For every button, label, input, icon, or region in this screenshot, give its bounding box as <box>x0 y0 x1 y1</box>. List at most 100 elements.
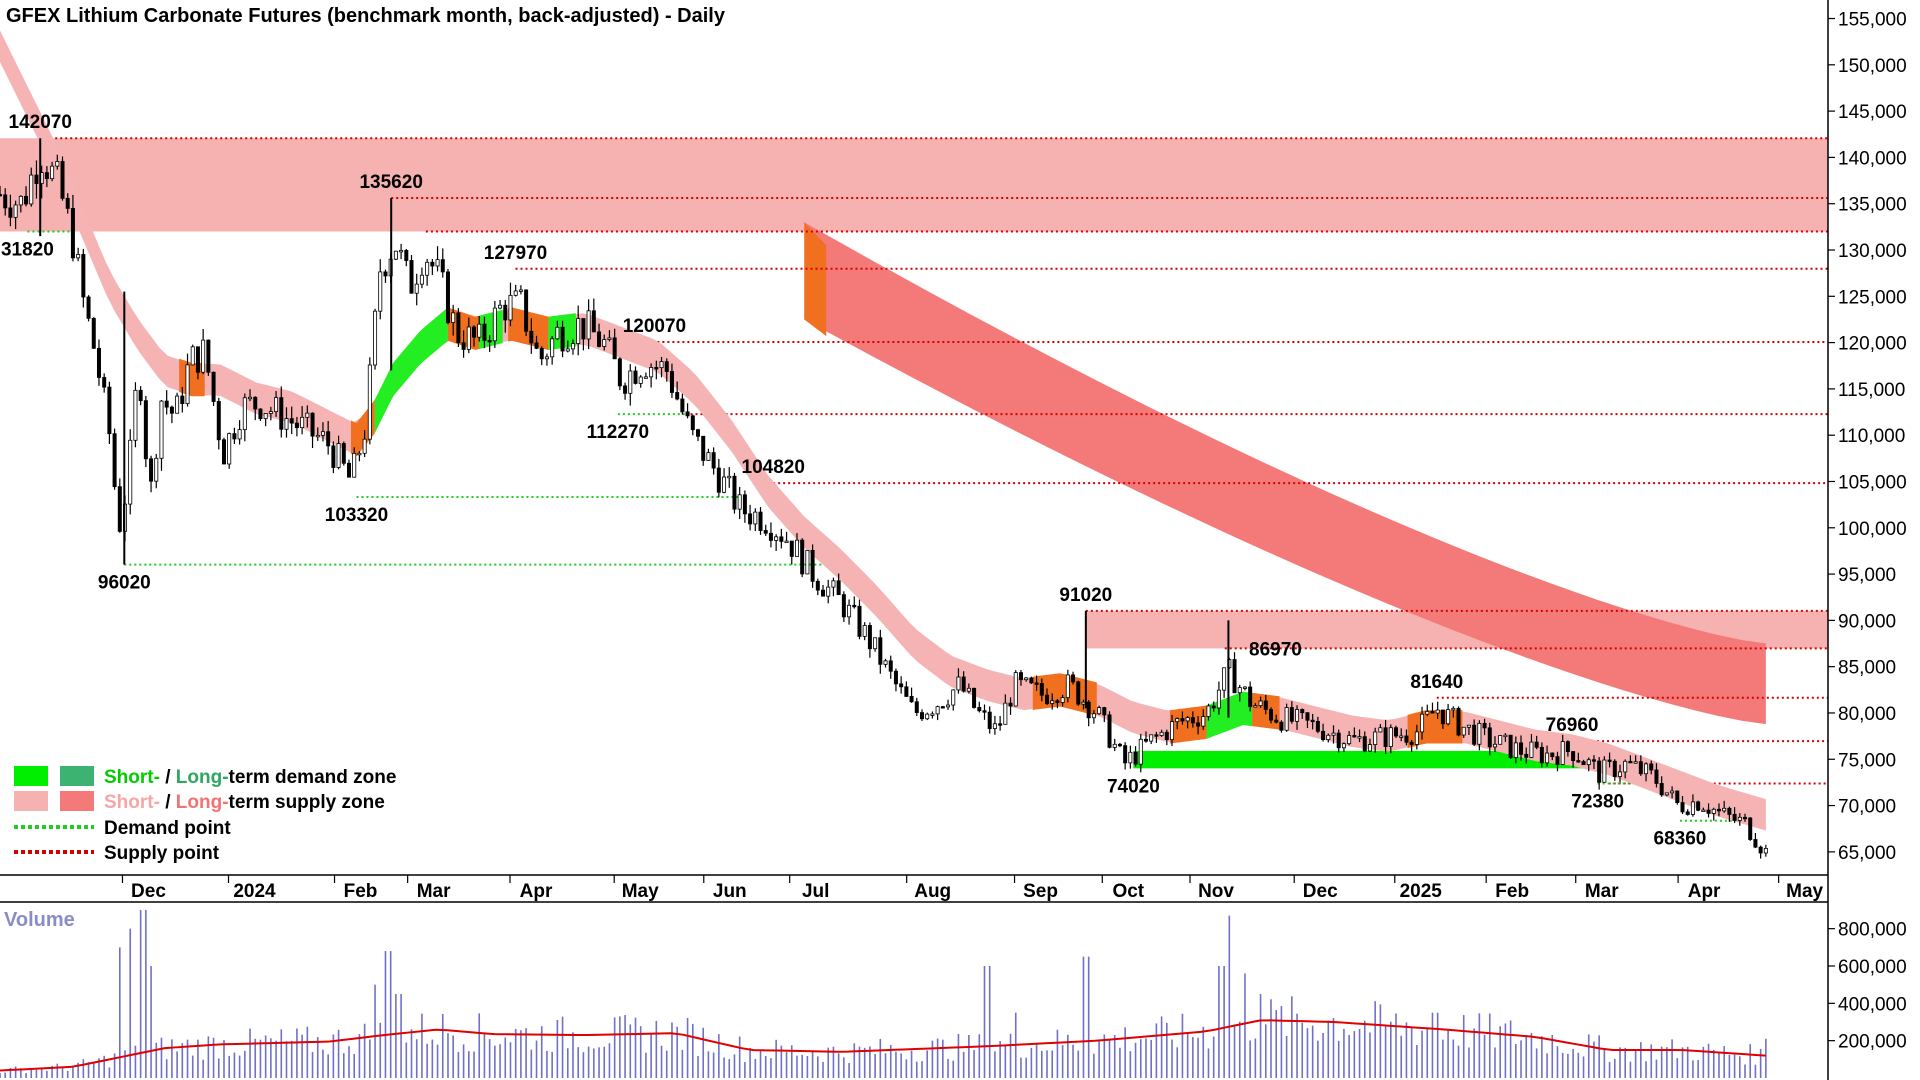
candle-body <box>1190 717 1195 724</box>
candle-body <box>992 723 997 729</box>
volume-panel <box>0 910 1767 1078</box>
candle-body <box>883 660 888 665</box>
candle-body <box>1206 705 1211 717</box>
candle-body <box>1586 759 1591 766</box>
candle-body <box>1352 735 1357 738</box>
candle-body <box>326 431 331 447</box>
candle-body <box>685 411 690 417</box>
legend-swatch-short-supply <box>14 791 48 811</box>
month-label: Mar <box>417 881 451 902</box>
candle-body <box>1498 735 1503 745</box>
candle-body <box>779 536 784 542</box>
candle-body <box>1086 701 1091 719</box>
legend-demand-short: Short- <box>104 767 160 788</box>
candle-body <box>1102 707 1107 716</box>
candle-body <box>383 271 388 277</box>
candle-body <box>972 687 977 708</box>
candle-body <box>503 304 508 321</box>
candle-body <box>1472 724 1477 745</box>
candle-body <box>1524 753 1529 758</box>
candle-body <box>706 452 711 461</box>
candle-body <box>857 605 862 637</box>
candle-body <box>867 625 872 650</box>
candle-body <box>565 348 570 352</box>
candle-body <box>524 289 529 332</box>
candle-body <box>232 433 237 440</box>
month-label: Feb <box>1495 881 1529 902</box>
candle-body <box>102 377 107 388</box>
candle-body <box>1039 683 1044 696</box>
candle-body <box>987 711 992 729</box>
candle-body <box>1560 741 1565 765</box>
candle-body <box>841 594 846 618</box>
candle-body <box>1565 741 1570 752</box>
price-tick-label: 150,000 <box>1838 56 1907 77</box>
candle-body <box>1336 732 1341 749</box>
candle-body <box>925 713 930 720</box>
candle-body <box>341 443 346 464</box>
candle-body <box>1170 721 1175 740</box>
pivot-label: 68360 <box>1654 829 1707 850</box>
candle-body <box>1268 709 1273 721</box>
candle-body <box>461 342 466 350</box>
candle-body <box>263 413 268 420</box>
candle-body <box>638 376 643 384</box>
candle-body <box>753 511 758 525</box>
candle-body <box>248 396 253 400</box>
candle-body <box>951 689 956 706</box>
volume-tick-label: 400,000 <box>1838 994 1907 1015</box>
candle-body <box>279 397 284 430</box>
price-tick-label: 110,000 <box>1838 426 1905 447</box>
candle-body <box>555 326 560 340</box>
candle-body <box>305 412 310 418</box>
candle-body <box>544 356 549 360</box>
candle-body <box>1763 848 1768 854</box>
candle-body <box>1482 722 1487 729</box>
candle-body <box>1065 674 1070 699</box>
candle-body <box>1654 769 1659 784</box>
candle-body <box>133 389 138 441</box>
candle-body <box>362 438 367 454</box>
candle-body <box>1357 736 1362 739</box>
month-label: Feb <box>344 881 378 902</box>
candle-body <box>1024 677 1029 681</box>
candle-body <box>76 254 81 259</box>
candle-body <box>956 676 961 691</box>
price-tick-label: 105,000 <box>1838 472 1907 493</box>
candle-body <box>1045 694 1050 704</box>
candle-body <box>1175 718 1180 723</box>
candle-body <box>29 174 34 205</box>
candle-body <box>91 317 96 349</box>
month-label: Aug <box>914 881 951 902</box>
candle-body <box>815 580 820 591</box>
candle-body <box>1430 711 1435 714</box>
candle-body <box>732 475 737 510</box>
candle-body <box>221 439 226 465</box>
candle-body <box>320 431 325 436</box>
pivot-label: 91020 <box>1059 585 1112 606</box>
pivot-label: 127970 <box>484 243 547 264</box>
candle-body <box>794 539 799 557</box>
candle-body <box>1237 687 1242 694</box>
candle-body <box>935 706 940 715</box>
candle-body <box>378 271 383 312</box>
candle-body <box>852 604 857 608</box>
candle-body <box>1295 709 1300 722</box>
month-label: Nov <box>1198 881 1234 902</box>
legend-demand-suffix: term demand zone <box>229 767 397 788</box>
legend-supply-short: Short- <box>104 792 160 813</box>
candle-body <box>0 194 3 197</box>
price-tick-label: 125,000 <box>1838 287 1907 308</box>
candle-body <box>784 540 789 543</box>
candle-body <box>1331 732 1336 736</box>
legend-demand-sep: / <box>160 767 176 788</box>
month-label: 2025 <box>1400 881 1443 902</box>
candle-body <box>1607 759 1612 762</box>
short-term-supply-zone <box>0 138 1828 232</box>
price-tick-label: 90,000 <box>1838 611 1896 632</box>
candle-body <box>1154 734 1159 737</box>
price-tick-label: 65,000 <box>1838 843 1896 864</box>
candle-body <box>1664 792 1669 796</box>
candle-body <box>315 434 320 438</box>
candle-body <box>669 371 674 393</box>
